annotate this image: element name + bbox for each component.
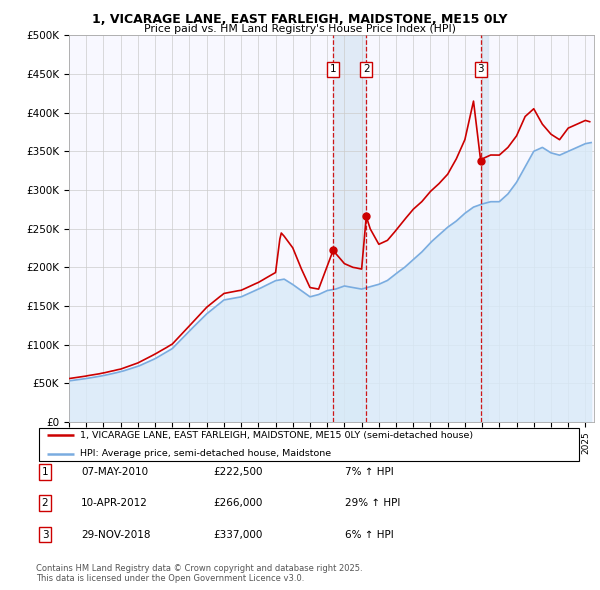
Text: 1, VICARAGE LANE, EAST FARLEIGH, MAIDSTONE, ME15 0LY (semi-detached house): 1, VICARAGE LANE, EAST FARLEIGH, MAIDSTO… (80, 431, 473, 440)
Text: 6% ↑ HPI: 6% ↑ HPI (345, 530, 394, 539)
Text: HPI: Average price, semi-detached house, Maidstone: HPI: Average price, semi-detached house,… (80, 450, 331, 458)
Text: 1, VICARAGE LANE, EAST FARLEIGH, MAIDSTONE, ME15 0LY: 1, VICARAGE LANE, EAST FARLEIGH, MAIDSTO… (92, 13, 508, 26)
Text: £337,000: £337,000 (213, 530, 262, 539)
Bar (333, 35, 366, 422)
Text: £222,500: £222,500 (213, 467, 263, 477)
FancyBboxPatch shape (39, 428, 579, 461)
Bar (481, 35, 488, 422)
Text: 29% ↑ HPI: 29% ↑ HPI (345, 499, 400, 508)
Text: Price paid vs. HM Land Registry's House Price Index (HPI): Price paid vs. HM Land Registry's House … (144, 24, 456, 34)
Text: 07-MAY-2010: 07-MAY-2010 (81, 467, 148, 477)
Text: 10-APR-2012: 10-APR-2012 (81, 499, 148, 508)
Text: 2: 2 (363, 64, 370, 74)
Text: 7% ↑ HPI: 7% ↑ HPI (345, 467, 394, 477)
Text: 29-NOV-2018: 29-NOV-2018 (81, 530, 151, 539)
Text: Contains HM Land Registry data © Crown copyright and database right 2025.
This d: Contains HM Land Registry data © Crown c… (36, 563, 362, 583)
Text: 1: 1 (41, 467, 49, 477)
Text: 3: 3 (41, 530, 49, 539)
Text: 3: 3 (478, 64, 484, 74)
Text: £266,000: £266,000 (213, 499, 262, 508)
Text: 2: 2 (41, 499, 49, 508)
Text: 1: 1 (330, 64, 337, 74)
